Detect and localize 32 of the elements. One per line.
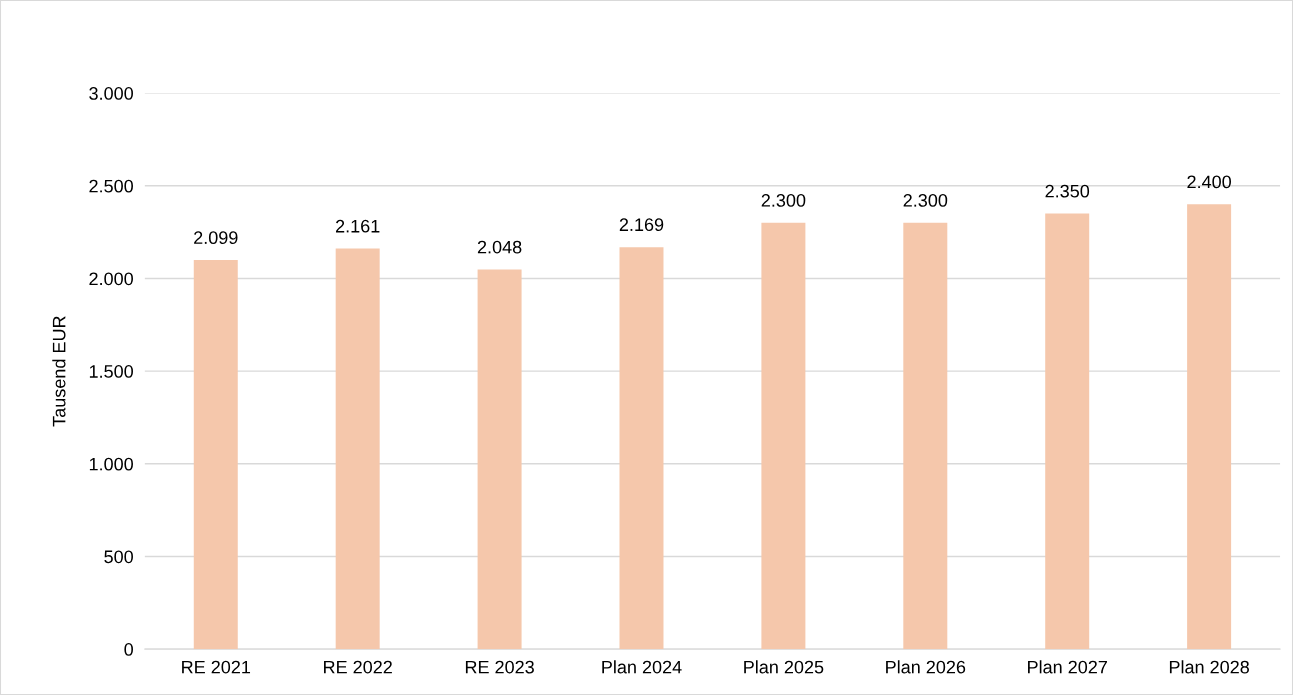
- data-label: 2.048: [477, 240, 522, 254]
- bar: [1045, 213, 1090, 650]
- bar: [619, 247, 664, 650]
- x-tick-label: RE 2022: [324, 660, 392, 674]
- data-label: 2.169: [619, 218, 664, 232]
- y-tick-label: 2.000: [89, 272, 133, 286]
- data-label: 2.161: [336, 219, 380, 233]
- data-label: 2.350: [1045, 184, 1090, 198]
- y-tick-label: 1.000: [89, 457, 133, 471]
- bar: [1187, 204, 1232, 650]
- bar: [335, 248, 380, 650]
- y-tick-label: 2.500: [89, 179, 133, 193]
- y-tick-label: 0: [124, 643, 133, 656]
- data-label: 2.400: [1187, 175, 1231, 189]
- data-label: 2.099: [194, 231, 238, 245]
- x-tick-label: RE 2021: [182, 660, 251, 674]
- bar: [477, 269, 522, 650]
- x-tick-label: RE 2023: [465, 660, 534, 674]
- bar: [761, 222, 806, 650]
- x-tick-label: Plan 2024: [602, 660, 682, 674]
- x-tick-label: Plan 2027: [1028, 660, 1107, 674]
- y-tick-label: 500: [104, 550, 133, 564]
- x-tick-label: Plan 2026: [886, 660, 966, 674]
- bar: [193, 260, 238, 650]
- y-axis-title: Tausend EUR: [52, 316, 66, 427]
- data-label: 2.300: [903, 194, 948, 207]
- x-tick-label: Plan 2028: [1169, 660, 1249, 674]
- bar: [903, 222, 948, 650]
- y-tick-label: 3.000: [89, 87, 133, 100]
- x-tick-label: Plan 2025: [744, 660, 824, 674]
- data-label: 2.300: [761, 194, 806, 207]
- y-tick-label: 1.500: [89, 365, 133, 378]
